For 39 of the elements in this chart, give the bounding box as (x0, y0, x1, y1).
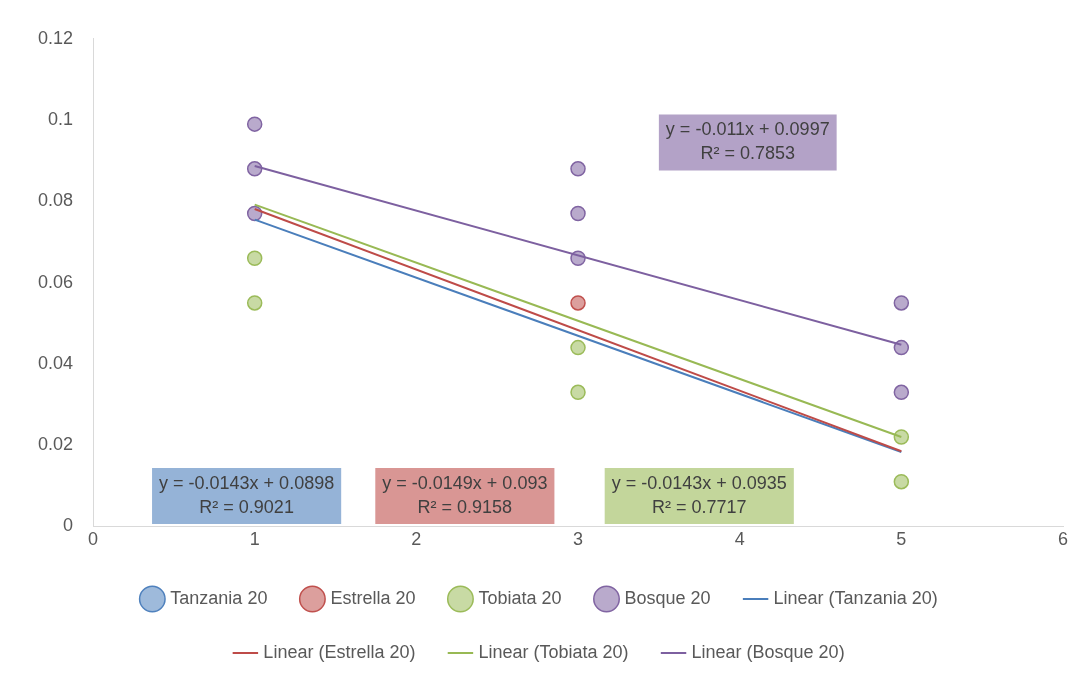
point (893, 295, 910, 311)
annotation: y = -0.0149x + 0.093 R² = 0.9158 (382, 472, 548, 517)
point (893, 429, 910, 445)
point (246, 116, 263, 132)
point (570, 205, 586, 222)
point (893, 473, 910, 490)
x-tick-label: 3 (573, 529, 584, 550)
annotation: y = -0.011x + 0.0997 R² = 0.7853 (665, 119, 830, 164)
x-tick-label: 2 (411, 529, 422, 550)
point (570, 295, 586, 311)
legend-label: Linear (Tobiata 20) (478, 641, 629, 662)
legend-label: Linear (Tanzania 20) (773, 587, 938, 608)
legend-label: Estrella 20 (330, 587, 416, 608)
x-tick-label: 0 (88, 529, 99, 550)
legend-label: Tanzania 20 (170, 587, 268, 608)
y-tick-label: 0.04 (37, 352, 74, 373)
legend-label: Bosque 20 (624, 587, 711, 608)
y-tick-label: 0.12 (37, 27, 74, 48)
x-tick-label: 5 (896, 529, 907, 550)
legend-label: Tobiata 20 (478, 587, 562, 608)
point (570, 384, 586, 401)
point (570, 161, 586, 177)
point (893, 339, 910, 356)
point (246, 295, 263, 311)
y-tick-label: 0.06 (37, 271, 74, 292)
point (893, 384, 910, 401)
y-tick-label: 0.08 (37, 190, 74, 211)
legend-label: Linear (Estrella 20) (263, 641, 416, 662)
x-tick-label: 1 (249, 529, 260, 550)
x-tick-label: 4 (734, 529, 745, 550)
y-tick-label: 0.1 (48, 109, 74, 130)
legend-label: Linear (Bosque 20) (691, 641, 845, 662)
x-tick-label: 6 (1057, 529, 1069, 550)
annotation: y = -0.0143x + 0.0898 R² = 0.9021 (159, 472, 335, 517)
point (246, 250, 263, 266)
y-tick-label: 0 (63, 515, 74, 536)
point (570, 339, 586, 356)
annotation: y = -0.0143x + 0.0935 R² = 0.7717 (611, 472, 787, 517)
y-tick-label: 0.02 (37, 434, 74, 455)
